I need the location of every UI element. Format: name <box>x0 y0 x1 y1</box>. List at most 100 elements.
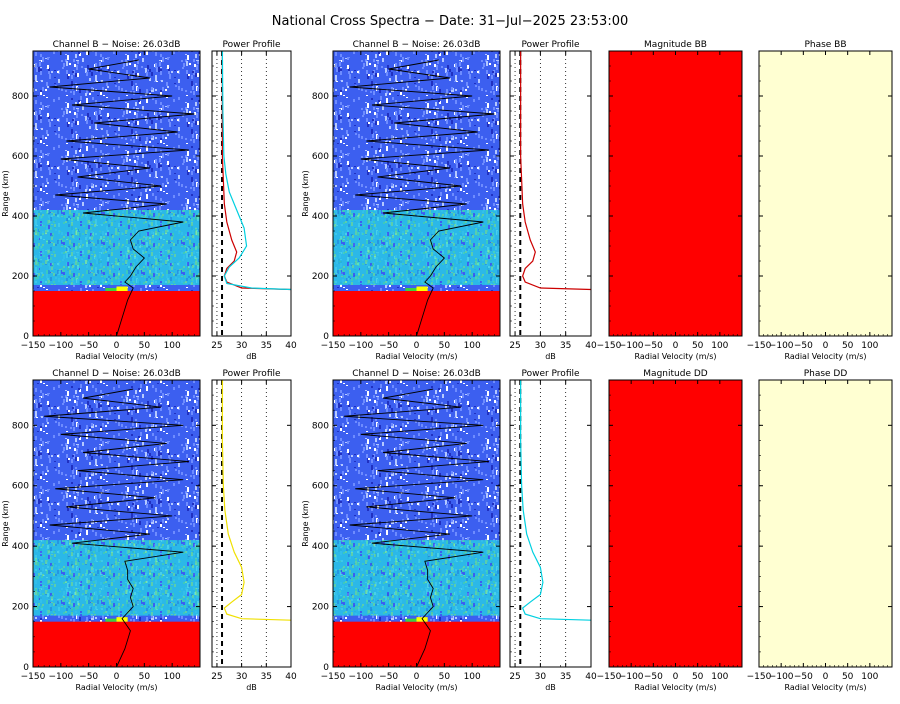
x-tick-label: 0 <box>673 341 679 351</box>
power-panel: 25 30 35 40 Power Profile dB <box>211 40 297 361</box>
magnitude-panel: −150−100 −50 0 50 100 Magnitude BB Radial Velo… <box>597 40 743 361</box>
x-tick-label: −100 <box>348 341 373 351</box>
x-tick-label: 35 <box>560 672 571 682</box>
x-tick-label: −100 <box>769 341 794 351</box>
x-tick-label: 30 <box>236 341 248 351</box>
clutter-peak <box>116 286 128 291</box>
x-tick-label: 50 <box>842 341 854 351</box>
x-tick-label: 35 <box>261 341 272 351</box>
magnitude-panel: −150−100 −50 0 50 100 Magnitude DD Radial Velo… <box>597 369 743 692</box>
y-tick-label: 200 <box>12 603 29 613</box>
x-tick-label: 40 <box>285 672 297 682</box>
doppler-velocity-trace <box>344 388 489 668</box>
x-tick-label: −50 <box>794 672 813 682</box>
x-axis-label: dB <box>545 352 556 361</box>
panel-title: Channel B − Noise: 26.03dB <box>353 40 481 50</box>
x-tick-label: 50 <box>139 672 151 682</box>
y-tick-label: 800 <box>12 421 29 431</box>
spectrum-panel: −150 −100 −50 0 50 100 0 200 400 600 800 Channel B … <box>301 40 501 361</box>
clutter-peak <box>416 286 428 291</box>
plot-frame <box>509 50 592 337</box>
panel-title: Phase BB <box>804 40 846 50</box>
power-profile-series-0 <box>520 380 592 621</box>
power-panel: 25 30 35 40 Power Profile dB <box>509 369 597 692</box>
y-tick-label: 200 <box>312 272 329 282</box>
x-tick-label: −150 <box>597 341 622 351</box>
figure-title: National Cross Spectra − Date: 31−Jul−20… <box>272 14 628 29</box>
panel-title: Magnitude BB <box>644 40 707 50</box>
x-tick-label: −150 <box>747 341 772 351</box>
x-axis-label: dB <box>545 683 556 692</box>
plot-frame <box>509 379 592 668</box>
y-tick-label: 400 <box>312 542 329 552</box>
x-tick-label: 40 <box>585 672 597 682</box>
power-panel: 25 30 35 40 Power Profile dB <box>509 40 597 361</box>
ground-clutter-block <box>33 621 200 667</box>
x-axis-label: Radial Velocity (m/s) <box>75 352 157 361</box>
x-axis-label: dB <box>246 683 257 692</box>
panel-title: Phase DD <box>804 369 848 379</box>
x-axis-label: Radial Velocity (m/s) <box>634 683 716 692</box>
panel-title: Channel D − Noise: 26.03dB <box>352 369 481 379</box>
x-tick-label: −50 <box>379 672 398 682</box>
y-tick-label: 0 <box>23 332 29 342</box>
x-tick-label: 100 <box>861 341 878 351</box>
y-tick-label: 0 <box>323 332 329 342</box>
y-tick-label: 200 <box>312 603 329 613</box>
y-tick-label: 800 <box>12 92 29 102</box>
spectrum-panel: −150 −100 −50 0 50 100 0 200 400 600 800 Channel D … <box>301 369 501 692</box>
x-tick-label: 40 <box>285 341 297 351</box>
x-tick-label: 100 <box>861 672 878 682</box>
x-tick-label: −100 <box>48 341 73 351</box>
x-tick-label: 0 <box>823 341 829 351</box>
y-tick-label: 200 <box>12 272 29 282</box>
y-axis-label: Range (km) <box>301 170 310 217</box>
power-plot-bg <box>510 380 591 667</box>
y-tick-label: 0 <box>23 663 29 673</box>
x-tick-label: 40 <box>585 341 597 351</box>
x-tick-label: 100 <box>464 341 481 351</box>
panel-title: Power Profile <box>521 369 580 379</box>
spectrum-echo-band <box>33 210 200 285</box>
doppler-velocity-trace <box>49 59 195 337</box>
x-tick-label: 25 <box>211 341 222 351</box>
y-axis-label: Range (km) <box>1 170 10 217</box>
ground-clutter-block <box>333 621 500 667</box>
x-tick-label: −150 <box>321 341 346 351</box>
panel-title: Channel D − Noise: 26.03dB <box>52 369 181 379</box>
x-tick-label: −50 <box>379 341 398 351</box>
x-tick-label: 50 <box>439 672 451 682</box>
plot-frame <box>211 379 292 668</box>
x-tick-label: 100 <box>711 672 728 682</box>
x-tick-label: 50 <box>842 672 854 682</box>
x-axis-label: Radial Velocity (m/s) <box>375 352 457 361</box>
phase-panel: −150−100 −50 0 50 100 Phase DD Radial Velocity… <box>747 369 893 692</box>
panel-title: Power Profile <box>222 369 281 379</box>
magnitude-field <box>609 51 742 336</box>
x-tick-label: 0 <box>673 672 679 682</box>
spectrum-panel: −150 −100 −50 0 50 100 0 200 400 600 800 Channel D … <box>1 369 201 692</box>
y-tick-label: 800 <box>312 421 329 431</box>
clutter-edge <box>405 618 417 622</box>
spectrum-panel: −150 −100 −50 0 50 100 0 200 400 600 800 Channel B … <box>1 40 201 361</box>
panel-title: Power Profile <box>521 40 580 50</box>
x-tick-label: −50 <box>79 341 98 351</box>
x-tick-label: −100 <box>769 672 794 682</box>
x-tick-label: −100 <box>619 341 644 351</box>
x-tick-label: −150 <box>747 672 772 682</box>
x-tick-label: 100 <box>164 341 181 351</box>
x-tick-label: −150 <box>21 341 46 351</box>
x-tick-label: −100 <box>348 672 373 682</box>
x-tick-label: 0 <box>823 672 829 682</box>
y-tick-label: 600 <box>12 152 29 162</box>
y-tick-label: 0 <box>323 663 329 673</box>
doppler-velocity-trace <box>349 59 495 337</box>
y-axis-label: Range (km) <box>1 500 10 547</box>
spectrum-echo-band <box>333 210 500 285</box>
doppler-velocity-trace <box>44 388 189 668</box>
y-tick-label: 400 <box>312 212 329 222</box>
x-tick-label: 0 <box>114 341 120 351</box>
x-tick-label: 25 <box>211 672 222 682</box>
x-tick-label: −50 <box>644 341 663 351</box>
